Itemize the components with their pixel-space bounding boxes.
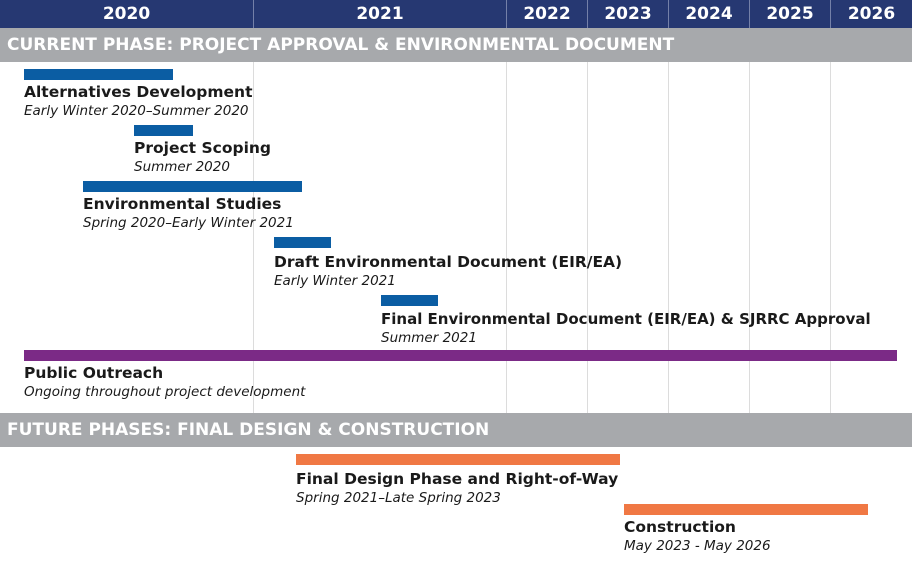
task-bar-final-design (296, 454, 620, 465)
year-header: 2020 2021 2022 2023 2024 2025 2026 (0, 0, 912, 28)
task-dates-alternatives: Early Winter 2020–Summer 2020 (24, 103, 249, 119)
task-dates-environmental-studies: Spring 2020–Early Winter 2021 (83, 215, 294, 231)
year-2023: 2023 (587, 0, 668, 28)
year-2022: 2022 (506, 0, 587, 28)
task-title-scoping: Project Scoping (134, 139, 272, 157)
year-2024: 2024 (668, 0, 749, 28)
year-2021: 2021 (253, 0, 506, 28)
gridline-2024 (668, 62, 669, 413)
year-2025: 2025 (749, 0, 830, 28)
task-title-alternatives: Alternatives Development (24, 83, 253, 101)
task-bar-scoping (134, 125, 193, 136)
task-bar-alternatives (24, 69, 173, 80)
task-title-final-design: Final Design Phase and Right-of-Way (296, 470, 619, 488)
gridline-2025 (749, 62, 750, 413)
task-dates-construction: May 2023 - May 2026 (624, 538, 771, 554)
task-bar-draft-document (274, 237, 331, 248)
gridline-2022 (506, 62, 507, 413)
task-dates-final-document: Summer 2021 (381, 330, 477, 346)
task-bar-public-outreach (24, 350, 897, 361)
year-2020: 2020 (102, 4, 151, 24)
task-bar-final-document (381, 295, 438, 306)
task-title-public-outreach: Public Outreach (24, 364, 164, 382)
task-dates-draft-document: Early Winter 2021 (274, 273, 396, 289)
year-2026: 2026 (830, 0, 912, 28)
task-title-final-document: Final Environmental Document (EIR/EA) & … (381, 310, 871, 328)
current-phase-banner: CURRENT PHASE: PROJECT APPROVAL & ENVIRO… (0, 28, 912, 62)
task-dates-public-outreach: Ongoing throughout project development (24, 384, 306, 400)
task-bar-construction (624, 504, 868, 515)
task-title-construction: Construction (624, 518, 736, 536)
task-title-environmental-studies: Environmental Studies (83, 195, 282, 213)
task-title-draft-document: Draft Environmental Document (EIR/EA) (274, 253, 623, 271)
gridline-2023 (587, 62, 588, 413)
future-phase-banner: FUTURE PHASES: FINAL DESIGN & CONSTRUCTI… (0, 413, 912, 447)
task-bar-environmental-studies (83, 181, 302, 192)
gridline-2026 (830, 62, 831, 413)
task-dates-final-design: Spring 2021–Late Spring 2023 (296, 490, 501, 506)
gridline-2021 (253, 62, 254, 413)
task-dates-scoping: Summer 2020 (134, 159, 230, 175)
